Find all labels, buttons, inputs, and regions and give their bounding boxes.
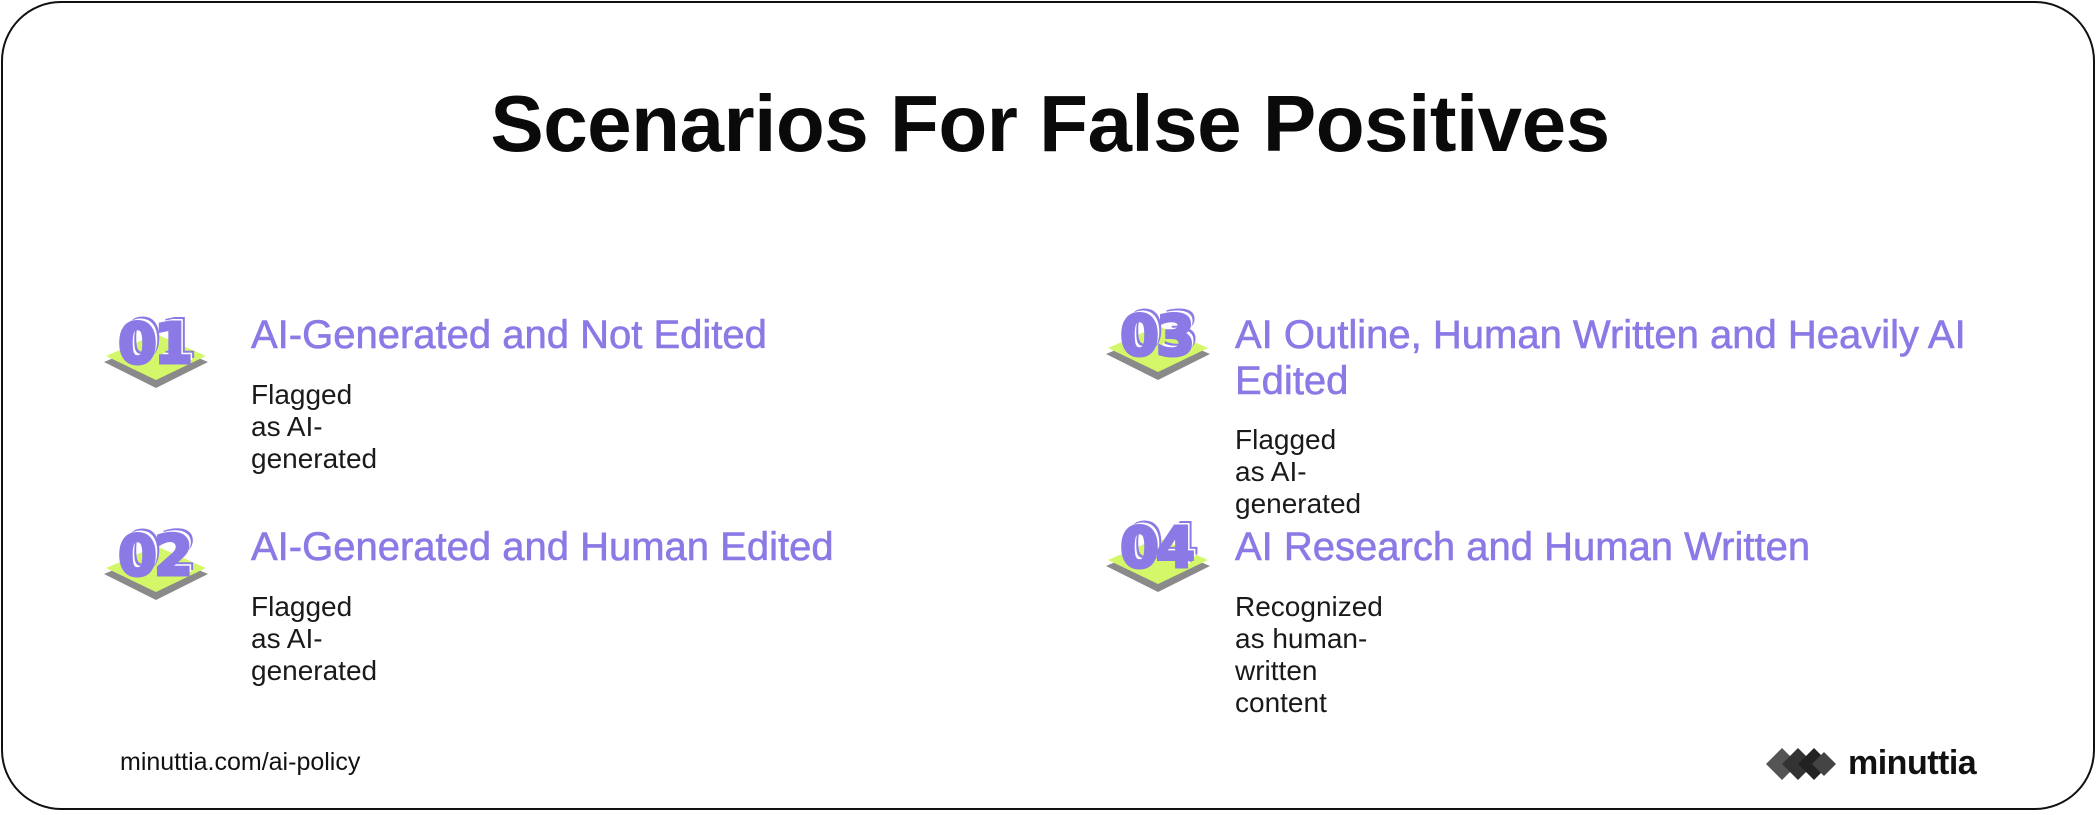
number-badge: 04	[1106, 515, 1216, 612]
badge-number: 01	[117, 311, 195, 379]
scenario-description: Flagged as AI-generated	[251, 379, 378, 474]
scenario-description: Recognized as human-written content	[1235, 591, 1383, 718]
number-badge: 01	[104, 311, 214, 408]
footer-url[interactable]: minuttia.com/ai-policy	[120, 748, 361, 776]
scenario-title: AI Outline, Human Written and Heavily AI…	[1235, 313, 1966, 404]
badge-number: 04	[1119, 515, 1197, 583]
scenario-description: Flagged as AI-generated	[1235, 424, 1362, 519]
brand-logo: minuttia	[1766, 744, 1977, 783]
diamond-icon	[104, 546, 208, 600]
badge-number: 02	[117, 523, 195, 591]
scenario-title: AI-Generated and Human Edited	[251, 525, 834, 570]
brand-name: minuttia	[1848, 744, 1977, 782]
scenario-title: AI-Generated and Not Edited	[251, 313, 767, 358]
page-title: Scenarios For False Positives	[490, 79, 1610, 168]
number-badge: 02	[104, 523, 214, 620]
scenario-title: AI Research and Human Written	[1235, 525, 1811, 570]
diamond-icon	[1106, 326, 1210, 380]
badge-number: 03	[1119, 303, 1197, 371]
minuttia-logo-icon	[1766, 747, 1836, 780]
diamond-icon	[104, 334, 208, 388]
scenario-description: Flagged as AI-generated	[251, 591, 378, 686]
diamond-icon	[1106, 538, 1210, 592]
number-badge: 03	[1106, 303, 1216, 400]
